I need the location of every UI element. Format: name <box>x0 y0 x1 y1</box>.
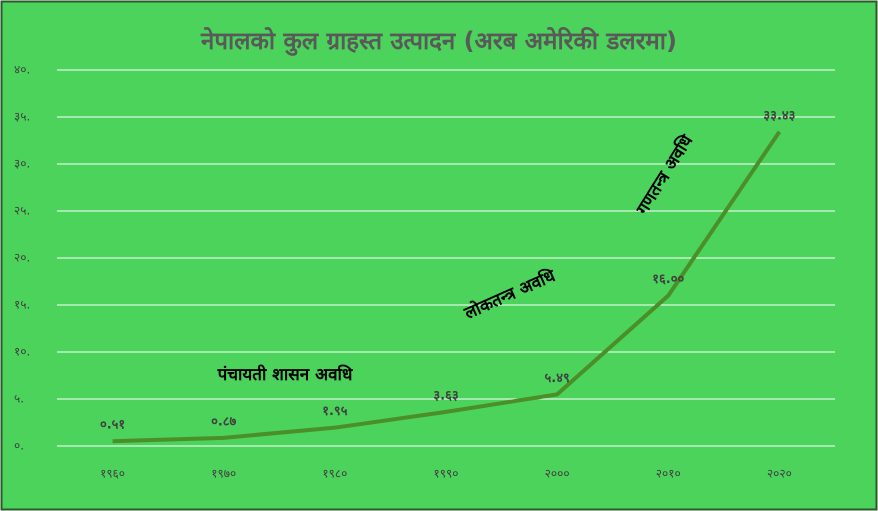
x-tick-label: २०२० <box>767 467 792 481</box>
value-label: १६.०० <box>652 272 684 287</box>
value-label: ०.५१ <box>100 418 125 433</box>
y-tick-label: १०. <box>14 345 30 359</box>
annotation: पंचायती शासन अवधि <box>217 364 354 385</box>
y-tick-label: २५. <box>14 204 30 218</box>
x-tick-label: १९९० <box>434 467 459 481</box>
y-tick-label: ३५. <box>14 110 30 124</box>
value-label: ५.४९ <box>545 371 570 386</box>
chart-title: नेपालको कुल ग्राहस्त उत्पादन (अरब अमेरिक… <box>200 27 677 56</box>
y-tick-label: ५. <box>14 392 24 406</box>
x-tick-label: २००० <box>545 467 570 481</box>
y-tick-label: १५. <box>14 298 30 312</box>
value-label: १.९५ <box>322 404 347 419</box>
y-tick-label: २०. <box>14 251 30 265</box>
x-tick-label: २०१० <box>656 467 681 481</box>
x-tick-label: १९६० <box>100 467 125 481</box>
data-line <box>112 130 782 444</box>
x-tick-label: १९८० <box>322 467 347 481</box>
y-tick-label: ३०. <box>14 157 30 171</box>
value-label: ३.६३ <box>433 388 458 403</box>
x-tick-label: १९७० <box>211 467 236 481</box>
y-tick-label: ४०. <box>14 63 30 77</box>
value-label: ०.८७ <box>211 414 236 429</box>
y-tick-label: ०. <box>14 439 24 453</box>
value-label: ३३.४३ <box>763 108 795 123</box>
